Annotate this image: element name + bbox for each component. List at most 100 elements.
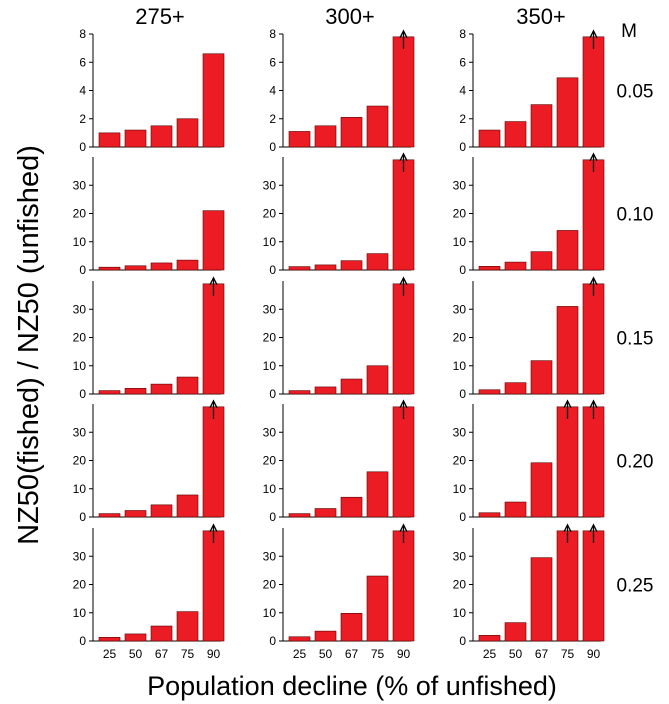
y-tick-label: 30 xyxy=(453,425,467,439)
bar xyxy=(98,266,121,271)
y-tick-label: 0 xyxy=(79,634,86,648)
bar xyxy=(478,266,501,271)
y-tick-label: 30 xyxy=(263,425,277,439)
bar xyxy=(124,129,147,148)
row-label: 0.15 xyxy=(617,329,654,350)
bar xyxy=(582,530,605,642)
y-tick-label: 10 xyxy=(263,235,277,249)
bar xyxy=(340,117,363,148)
bar xyxy=(340,378,363,395)
y-tick-label: 6 xyxy=(79,55,86,69)
bar xyxy=(124,510,147,518)
bar xyxy=(530,462,553,518)
y-tick-label: 20 xyxy=(263,454,277,468)
bar xyxy=(556,530,579,642)
y-tick-label: 4 xyxy=(79,84,86,98)
x-axis-title: Population decline (% of unfished) xyxy=(147,671,557,701)
bar xyxy=(582,283,605,395)
bar xyxy=(504,261,527,271)
y-tick-label: 30 xyxy=(453,549,467,563)
y-tick-label: 20 xyxy=(453,578,467,592)
exceeds-arrowhead xyxy=(209,276,218,286)
x-tick-label: 25 xyxy=(483,647,497,661)
bar xyxy=(202,406,225,518)
x-tick-label: 90 xyxy=(207,647,221,661)
bar xyxy=(530,104,553,148)
bar xyxy=(314,386,337,395)
y-tick-label: 6 xyxy=(459,55,466,69)
y-tick-label: 4 xyxy=(269,84,276,98)
bar xyxy=(314,630,337,642)
exceeds-arrowhead xyxy=(399,276,408,286)
y-tick-label: 8 xyxy=(269,27,276,41)
y-tick-label: 0 xyxy=(79,140,86,154)
exceeds-arrowhead xyxy=(589,29,598,39)
x-tick-label: 90 xyxy=(587,647,601,661)
row-header-m: M xyxy=(621,21,637,42)
y-tick-label: 0 xyxy=(459,510,466,524)
bar xyxy=(176,376,199,395)
bar xyxy=(124,633,147,642)
bar xyxy=(366,365,389,395)
exceeds-arrowhead xyxy=(209,523,218,533)
bar xyxy=(314,264,337,271)
y-tick-label: 0 xyxy=(459,387,466,401)
y-tick-label: 0 xyxy=(269,140,276,154)
y-tick-label: 0 xyxy=(459,140,466,154)
bar xyxy=(478,389,501,395)
bar xyxy=(288,636,311,642)
column-title: 300+ xyxy=(325,4,375,29)
y-tick-label: 20 xyxy=(73,207,87,221)
bar xyxy=(530,360,553,395)
bar xyxy=(340,496,363,518)
y-tick-label: 0 xyxy=(269,387,276,401)
y-tick-label: 30 xyxy=(453,302,467,316)
exceeds-arrowhead xyxy=(209,399,218,409)
bar xyxy=(582,406,605,518)
bar xyxy=(150,625,173,642)
bar xyxy=(124,388,147,395)
bar xyxy=(504,121,527,148)
bar xyxy=(582,36,605,148)
bar xyxy=(176,118,199,148)
bar xyxy=(176,611,199,642)
exceeds-arrowhead xyxy=(589,152,598,162)
column-title: 350+ xyxy=(516,4,566,29)
bar xyxy=(150,504,173,518)
exceeds-arrowhead xyxy=(563,399,572,409)
y-tick-label: 30 xyxy=(453,178,467,192)
row-label: 0.05 xyxy=(617,82,654,103)
bar xyxy=(176,259,199,271)
y-tick-label: 30 xyxy=(263,549,277,563)
y-tick-label: 6 xyxy=(269,55,276,69)
exceeds-arrowhead xyxy=(589,276,598,286)
y-tick-label: 0 xyxy=(79,510,86,524)
bar xyxy=(124,265,147,271)
bar xyxy=(504,622,527,642)
bar xyxy=(288,266,311,271)
y-tick-label: 10 xyxy=(73,359,87,373)
x-tick-label: 75 xyxy=(561,647,575,661)
y-tick-label: 10 xyxy=(453,235,467,249)
bar xyxy=(530,251,553,271)
bar xyxy=(150,262,173,271)
x-tick-label: 25 xyxy=(103,647,117,661)
bar xyxy=(582,159,605,271)
y-tick-label: 4 xyxy=(459,84,466,98)
y-tick-label: 10 xyxy=(73,235,87,249)
y-tick-label: 20 xyxy=(263,578,277,592)
y-tick-label: 10 xyxy=(73,606,87,620)
bar xyxy=(202,283,225,395)
exceeds-arrowhead xyxy=(399,523,408,533)
y-tick-label: 0 xyxy=(269,510,276,524)
bar xyxy=(392,530,415,642)
exceeds-arrowhead xyxy=(589,523,598,533)
y-tick-label: 10 xyxy=(453,606,467,620)
bar xyxy=(98,390,121,395)
bar xyxy=(98,132,121,148)
y-tick-label: 0 xyxy=(79,387,86,401)
x-tick-label: 75 xyxy=(181,647,195,661)
row-label: 0.20 xyxy=(617,452,654,473)
x-tick-label: 50 xyxy=(129,647,143,661)
bar xyxy=(288,131,311,148)
